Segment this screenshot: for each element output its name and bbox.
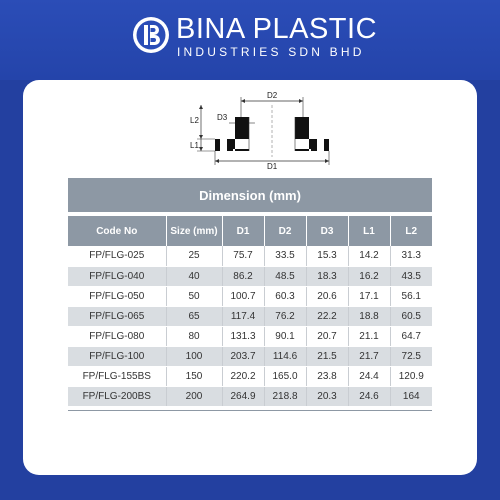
flange-dimension-diagram: D2 D3 L2 L1 D1: [190, 91, 330, 169]
table-cell: 18.8: [347, 306, 390, 327]
table-cell: 15.3: [305, 246, 348, 267]
table-cell: 131.3: [221, 326, 264, 347]
table-cell: 22.2: [305, 306, 348, 327]
table-cell: 100: [165, 346, 222, 367]
table-cell: 23.8: [305, 366, 348, 387]
table-cell: 60.5: [389, 306, 432, 327]
table-cell: 40: [165, 266, 222, 287]
table-cell: 14.2: [347, 246, 390, 267]
l1-label: L1: [190, 141, 199, 150]
table-cell: 72.5: [389, 346, 432, 367]
d2-label: D2: [267, 91, 278, 100]
table-cell: 21.7: [347, 346, 390, 367]
table-row: FP/FLG-050 50 100.7 60.3 20.6 17.1 56.1: [68, 286, 432, 307]
table-title: Dimension (mm): [68, 178, 432, 212]
table-cell: 218.8: [263, 386, 306, 407]
table-row: FP/FLG-025 25 75.7 33.5 15.3 14.2 31.3: [68, 246, 432, 267]
table-row: FP/FLG-040 40 86.2 48.5 18.3 16.2 43.5: [68, 266, 432, 287]
table-cell: 120.9: [389, 366, 432, 387]
table-cell: 16.2: [347, 266, 390, 287]
table-cell: 100.7: [221, 286, 264, 307]
column-header: Size (mm): [165, 216, 222, 246]
table-cell: FP/FLG-100: [68, 346, 166, 367]
table-cell: 20.3: [305, 386, 348, 407]
table-row: FP/FLG-200BS 200 264.9 218.8 20.3 24.6 164: [68, 386, 432, 407]
table-cell: 86.2: [221, 266, 264, 287]
table-row: FP/FLG-065 65 117.4 76.2 22.2 18.8 60.5: [68, 306, 432, 327]
table-cell: 150: [165, 366, 222, 387]
brand-header: BINA PLASTIC INDUSTRIES SDN BHD: [0, 0, 500, 80]
table-row: FP/FLG-100 100 203.7 114.6 21.5 21.7 72.5: [68, 346, 432, 367]
table-cell: 48.5: [263, 266, 306, 287]
table-cell: 20.6: [305, 286, 348, 307]
table-cell: 24.6: [347, 386, 390, 407]
l2-label: L2: [190, 116, 199, 125]
table-cell: 56.1: [389, 286, 432, 307]
table-cell: 117.4: [221, 306, 264, 327]
table-cell: 60.3: [263, 286, 306, 307]
table-cell: FP/FLG-040: [68, 266, 166, 287]
table-cell: 50: [165, 286, 222, 307]
table-cell: 25: [165, 246, 222, 267]
column-header: L2: [389, 216, 432, 246]
table-cell: FP/FLG-065: [68, 306, 166, 327]
column-header: L1: [347, 216, 390, 246]
table-cell: FP/FLG-050: [68, 286, 166, 307]
table-cell: 80: [165, 326, 222, 347]
table-cell: 165.0: [263, 366, 306, 387]
table-cell: 21.1: [347, 326, 390, 347]
table-row: FP/FLG-080 80 131.3 90.1 20.7 21.1 64.7: [68, 326, 432, 347]
column-header: Code No: [68, 216, 166, 246]
brand-subtitle: INDUSTRIES SDN BHD: [177, 45, 365, 59]
dimension-table: Dimension (mm) Code No Size (mm) D1 D2 D3 L1 L…: [68, 178, 432, 407]
table-cell: 17.1: [347, 286, 390, 307]
table-cell: 20.7: [305, 326, 348, 347]
table-cell: 76.2: [263, 306, 306, 327]
table-cell: FP/FLG-080: [68, 326, 166, 347]
table-cell: 33.5: [263, 246, 306, 267]
table-cell: FP/FLG-025: [68, 246, 166, 267]
table-cell: 18.3: [305, 266, 348, 287]
table-cell: FP/FLG-155BS: [68, 366, 166, 387]
table-cell: 114.6: [263, 346, 306, 367]
bp-logo-icon: [133, 17, 169, 53]
product-card: D2 D3 L2 L1 D1: [23, 80, 477, 475]
table-cell: 203.7: [221, 346, 264, 367]
table-cell: 264.9: [221, 386, 264, 407]
table-cell: 75.7: [221, 246, 264, 267]
table-bottom-rule: [68, 410, 432, 411]
table-header-row: Code No Size (mm) D1 D2 D3 L1 L2: [68, 216, 432, 246]
table-cell: 31.3: [389, 246, 432, 267]
table-cell: 220.2: [221, 366, 264, 387]
table-cell: 24.4: [347, 366, 390, 387]
d1-label: D1: [267, 162, 278, 169]
table-row: FP/FLG-155BS 150 220.2 165.0 23.8 24.4 120.9: [68, 366, 432, 387]
table-cell: FP/FLG-200BS: [68, 386, 166, 407]
table-cell: 164: [389, 386, 432, 407]
column-header: D3: [305, 216, 348, 246]
table-cell: 65: [165, 306, 222, 327]
column-header: D1: [221, 216, 264, 246]
table-cell: 21.5: [305, 346, 348, 367]
d3-label: D3: [217, 113, 228, 122]
table-cell: 43.5: [389, 266, 432, 287]
brand-name: BINA PLASTIC: [176, 13, 378, 45]
column-header: D2: [263, 216, 306, 246]
table-cell: 200: [165, 386, 222, 407]
table-cell: 90.1: [263, 326, 306, 347]
table-cell: 64.7: [389, 326, 432, 347]
